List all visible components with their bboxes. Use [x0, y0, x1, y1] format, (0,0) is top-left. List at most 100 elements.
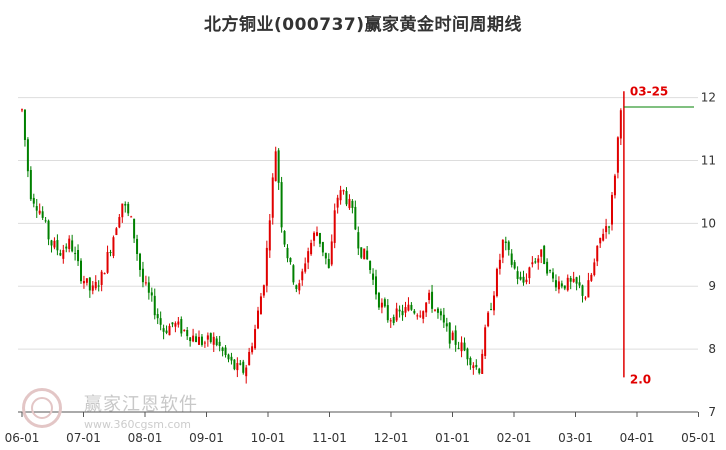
candle-body: [428, 292, 431, 301]
candle-body: [360, 247, 363, 258]
y-tick-label: 11: [701, 153, 716, 167]
date-annotation: 03-25: [630, 84, 668, 98]
candle-body: [80, 260, 82, 282]
candle-body: [198, 336, 200, 345]
candle-body: [35, 206, 38, 211]
candle-body: [97, 285, 100, 287]
candle-body: [575, 277, 578, 284]
candle-body: [578, 282, 581, 286]
candle-body: [445, 323, 448, 327]
candle-body: [566, 277, 569, 291]
candle-body: [546, 261, 549, 274]
candle-body: [587, 280, 590, 298]
candle-body: [357, 232, 360, 249]
x-tick-label: 07-01: [66, 431, 101, 445]
candle-body: [560, 283, 563, 287]
candle-body: [454, 330, 457, 345]
candle-body: [472, 365, 475, 368]
candle-body: [504, 241, 507, 244]
candle-body: [21, 109, 23, 111]
candle-body: [516, 271, 519, 279]
candle-body: [136, 238, 139, 254]
candle-body: [442, 314, 445, 323]
candle-body: [475, 364, 478, 368]
candle-body: [602, 233, 605, 241]
candle-body: [144, 282, 147, 284]
candle-body: [239, 363, 242, 365]
candle-body: [410, 304, 413, 310]
candle-body: [510, 253, 513, 265]
candle-body: [171, 322, 174, 325]
ratio-annotation: 2.0: [630, 372, 651, 386]
candle-body: [342, 190, 345, 192]
candle-body: [619, 110, 622, 139]
candle-body: [41, 211, 44, 218]
candle-body: [436, 308, 439, 313]
candle-body: [537, 258, 540, 263]
x-tick-label: 08-01: [128, 431, 163, 445]
candle-body: [233, 359, 236, 370]
candle-body: [271, 177, 274, 218]
candle-body: [386, 305, 389, 321]
candle-body: [203, 342, 206, 344]
candle-body: [569, 278, 572, 282]
candle-body: [380, 302, 383, 308]
candle-body: [596, 245, 599, 262]
candle-body: [159, 318, 162, 325]
candle-body: [254, 329, 257, 349]
candle-body: [206, 335, 209, 340]
candle-body: [192, 335, 195, 342]
x-tick-label: 02-01: [497, 431, 532, 445]
candle-body: [557, 281, 560, 290]
candle-body: [431, 291, 434, 309]
candle-body: [608, 226, 611, 228]
candle-body: [316, 232, 318, 236]
candle-body: [330, 241, 333, 265]
candle-body: [495, 268, 498, 297]
candle-body: [611, 194, 613, 225]
candle-body: [259, 296, 262, 315]
candle-body: [487, 312, 490, 327]
y-tick-label: 10: [701, 216, 716, 230]
candle-body: [425, 302, 428, 313]
candle-body: [419, 315, 422, 317]
candle-body: [236, 362, 239, 371]
candle-body: [348, 198, 351, 209]
candle-body: [481, 353, 484, 374]
candle-body: [195, 336, 198, 343]
candle-body: [318, 232, 321, 244]
candle-body: [215, 338, 218, 346]
candle-body: [47, 220, 50, 240]
candle-body: [283, 231, 286, 245]
candle-body: [109, 252, 112, 254]
candle-body: [168, 325, 171, 336]
candle-body: [265, 247, 268, 286]
x-tick-label: 10-01: [251, 431, 286, 445]
candle-body: [147, 282, 150, 293]
candle-body: [295, 285, 298, 289]
candle-body: [534, 261, 537, 263]
candle-body: [224, 347, 227, 356]
candle-body: [484, 327, 487, 356]
candle-body: [186, 330, 189, 337]
candle-body: [115, 228, 118, 236]
candle-body: [301, 271, 304, 281]
candle-body: [528, 267, 531, 279]
candle-body: [165, 330, 168, 333]
candle-body: [584, 297, 587, 299]
candle-body: [251, 346, 254, 353]
candle-body: [62, 250, 65, 259]
candle-body: [103, 273, 106, 275]
x-tick-label: 12-01: [374, 431, 409, 445]
x-tick-label: 06-01: [5, 431, 40, 445]
candle-body: [493, 295, 495, 311]
candle-body: [401, 310, 404, 316]
candle-body: [605, 226, 608, 233]
candle-body: [501, 239, 504, 258]
candle-body: [133, 218, 136, 239]
candle-body: [540, 249, 543, 257]
candle-body: [389, 320, 392, 322]
chart-title: 北方铜业(000737)赢家黄金时间周期线: [203, 15, 522, 35]
candle-body: [100, 271, 103, 285]
